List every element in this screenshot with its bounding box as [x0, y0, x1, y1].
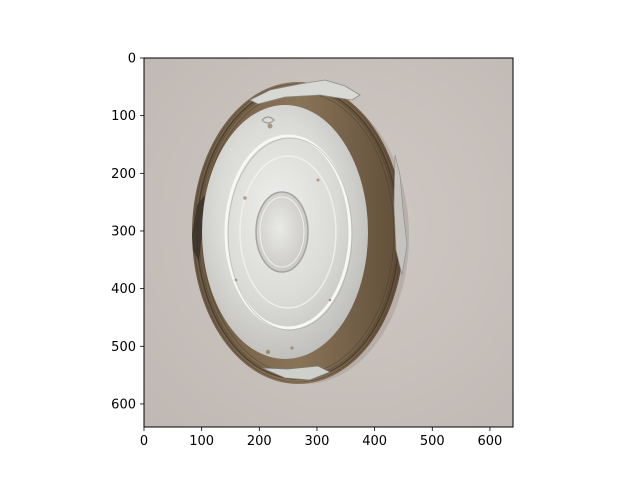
foil-bottom-edge: [261, 365, 331, 381]
dark-left-fold: [192, 195, 205, 262]
stamp-mark: [261, 116, 275, 124]
foil-right-edge: [393, 154, 408, 276]
rust-spots: [234, 123, 332, 355]
x-tick-label: 500: [420, 434, 445, 449]
pan-center: [255, 191, 309, 273]
y-axis: 0 100 200 300 400 500 600: [111, 52, 144, 412]
x-tick-label: 200: [247, 434, 272, 449]
axes-frame: [143, 57, 514, 428]
x-tick-label: 400: [362, 434, 387, 449]
y-tick-label: 600: [111, 397, 136, 412]
x-tick-label: 0: [140, 434, 148, 449]
y-tick-label: 300: [111, 224, 136, 239]
y-tick-label: 200: [111, 167, 136, 182]
x-tick-label: 300: [305, 434, 330, 449]
x-tick-label: 600: [478, 434, 503, 449]
x-axis: 0 100 200 300 400 500 600: [140, 427, 502, 449]
y-tick-label: 100: [111, 109, 136, 124]
pan-rings: [224, 134, 353, 331]
y-tick-label: 0: [128, 52, 136, 67]
x-tick-label: 100: [189, 434, 214, 449]
photo-image: [144, 58, 513, 427]
y-tick-label: 500: [111, 340, 136, 355]
y-tick-label: 400: [111, 282, 136, 297]
foil-top-edge: [249, 79, 361, 105]
